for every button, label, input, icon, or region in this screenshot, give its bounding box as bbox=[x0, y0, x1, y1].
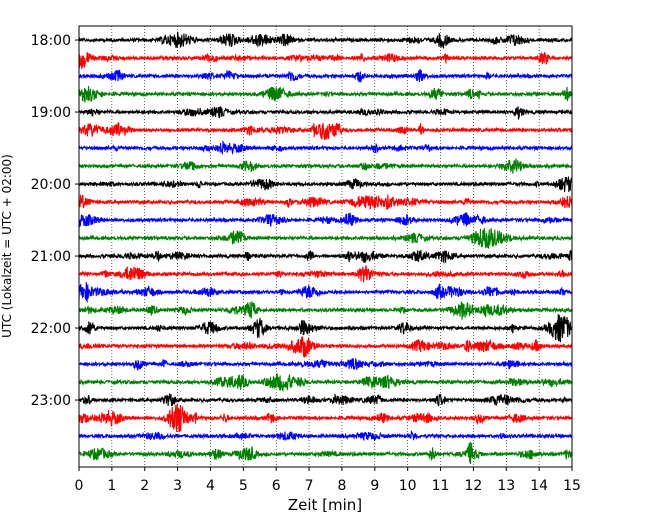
seismic-trace bbox=[78, 85, 573, 103]
y-tick-label: 19:00 bbox=[31, 105, 71, 121]
x-tick-label: 8 bbox=[337, 478, 346, 494]
y-tick-label: 18:00 bbox=[31, 33, 71, 49]
x-tick-label: 11 bbox=[432, 478, 450, 494]
seismic-trace bbox=[78, 158, 573, 174]
seismic-trace bbox=[78, 228, 573, 249]
seismic-trace bbox=[78, 212, 573, 228]
x-tick-label: 0 bbox=[75, 478, 84, 494]
trace-group bbox=[78, 31, 573, 465]
seismic-trace bbox=[78, 176, 573, 193]
x-tick-label: 5 bbox=[239, 478, 248, 494]
y-tick-label: 22:00 bbox=[31, 321, 71, 337]
seismic-trace bbox=[78, 122, 573, 141]
x-tick-label: 15 bbox=[563, 478, 581, 494]
seismic-trace bbox=[78, 393, 573, 407]
y-tick-label: 23:00 bbox=[31, 393, 71, 409]
seismic-trace bbox=[78, 282, 573, 304]
seismic-trace bbox=[78, 357, 573, 371]
x-axis-label: Zeit [min] bbox=[288, 496, 362, 514]
x-tick-label: 6 bbox=[272, 478, 281, 494]
y-axis-label: UTC (Lokalzeit = UTC + 02:00) bbox=[0, 154, 14, 338]
seismic-trace bbox=[78, 51, 573, 70]
seismic-trace bbox=[78, 140, 573, 156]
x-tick-label: 9 bbox=[370, 478, 379, 494]
plot-frame bbox=[78, 25, 573, 468]
seismic-trace bbox=[78, 249, 573, 264]
seismic-trace bbox=[78, 429, 573, 442]
seismic-trace bbox=[78, 69, 573, 83]
seismic-trace bbox=[78, 301, 573, 320]
x-tick-label: 3 bbox=[173, 478, 182, 494]
x-tick-label: 10 bbox=[399, 478, 417, 494]
seismic-trace bbox=[78, 403, 573, 433]
seismic-trace bbox=[78, 193, 573, 211]
x-tick-label: 1 bbox=[107, 478, 116, 494]
seismic-trace bbox=[78, 336, 573, 358]
x-tick-label: 4 bbox=[206, 478, 215, 494]
y-tick-label: 20:00 bbox=[31, 177, 71, 193]
seismic-trace bbox=[78, 314, 573, 343]
y-tick-label: 21:00 bbox=[31, 249, 71, 265]
x-tick-label: 12 bbox=[464, 478, 482, 494]
seismic-trace bbox=[78, 31, 573, 49]
x-tick-label: 14 bbox=[530, 478, 548, 494]
x-tick-label: 2 bbox=[140, 478, 149, 494]
seismic-trace bbox=[78, 265, 573, 283]
x-axis: 0 1 2 3 4 5 6 7 8 9 10 11 12 13 14 15 bbox=[75, 467, 581, 494]
seismic-trace bbox=[78, 106, 573, 120]
x-tick-label: 7 bbox=[305, 478, 314, 494]
seismic-trace bbox=[78, 441, 573, 465]
y-axis: 18:00 19:00 20:00 21:00 22:00 23:00 bbox=[31, 33, 79, 409]
seismic-trace bbox=[78, 373, 573, 393]
x-tick-label: 13 bbox=[497, 478, 515, 494]
